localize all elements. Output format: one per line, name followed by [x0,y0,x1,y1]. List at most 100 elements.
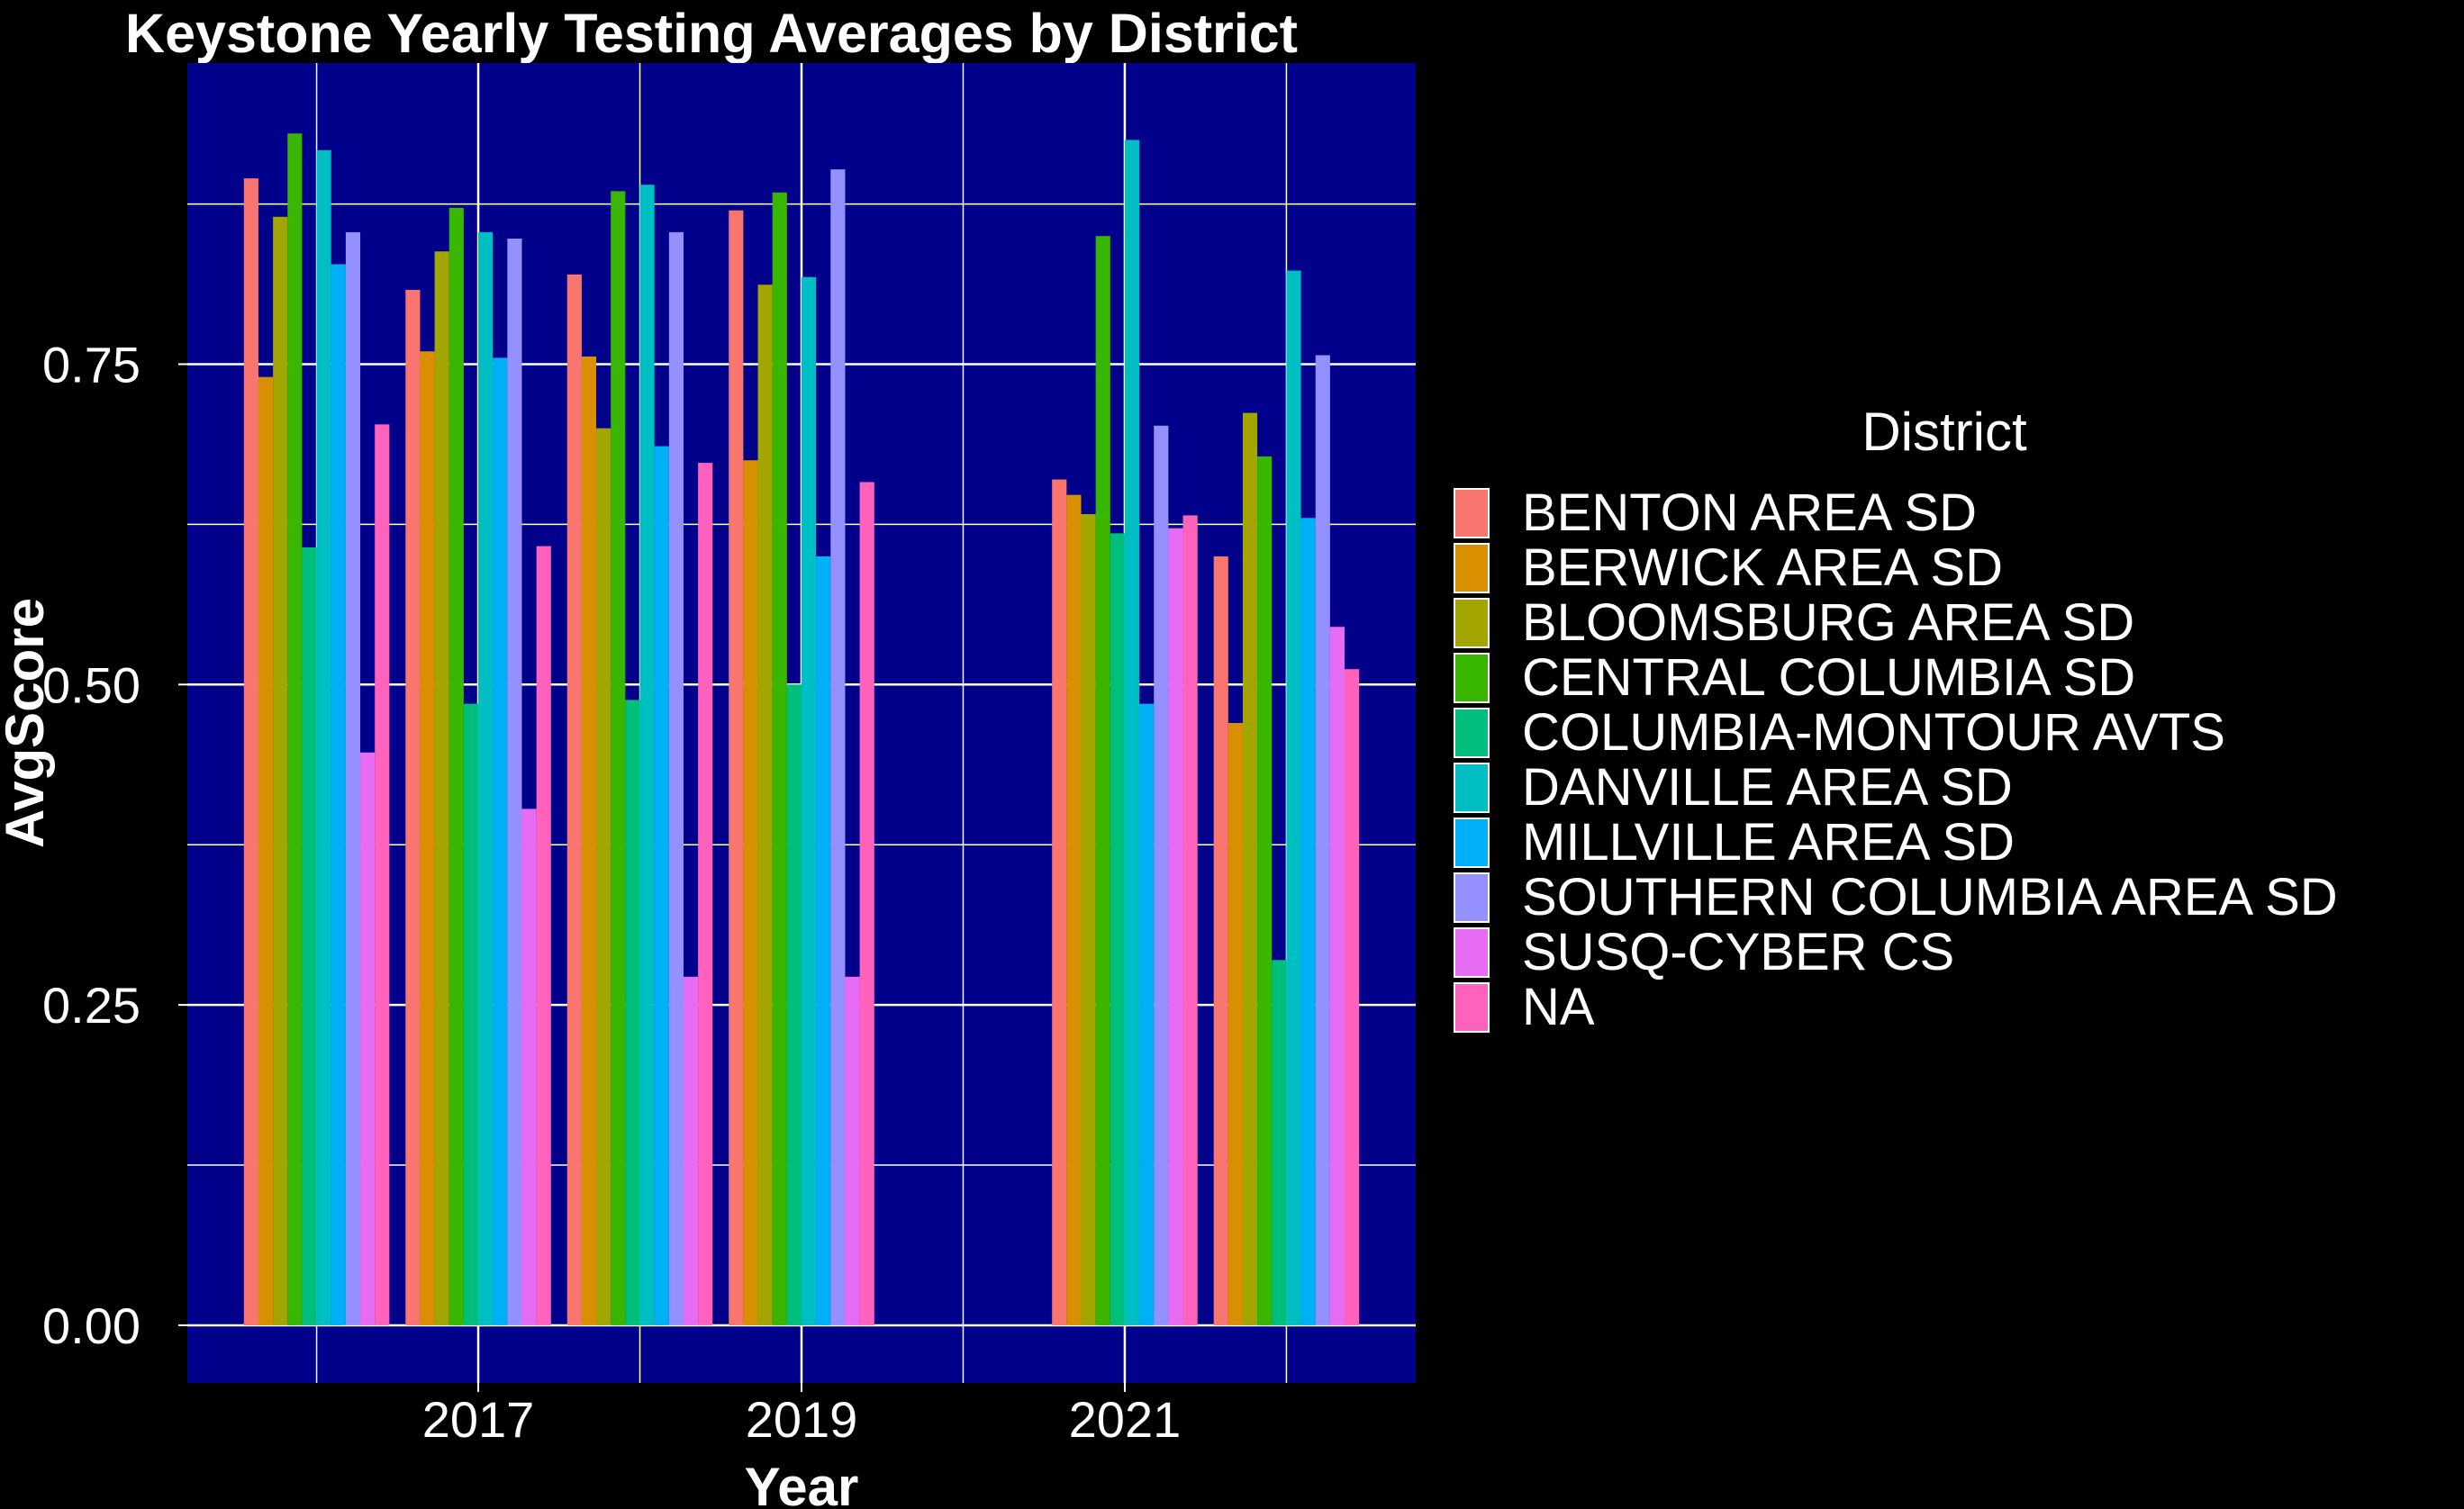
bar-millville-area-sd-2022 [1300,518,1316,1325]
bar-columbia-montour-avts-2017 [463,703,479,1325]
legend: District BENTON AREA SD BERWICK AREA SD BL… [1454,401,2435,1035]
bar-columbia-montour-avts-2019 [786,684,802,1325]
legend-label: CENTRAL COLUMBIA SD [1522,648,2136,707]
bar-columbia-montour-avts-2018 [625,700,640,1325]
bar-columbia-montour-avts-2016 [302,547,317,1325]
bar-benton-area-sd-2022 [1213,556,1228,1325]
legend-item: CENTRAL COLUMBIA SD [1454,650,2435,705]
legend-label: BENTON AREA SD [1522,483,1977,542]
x-tick-label: 2021 [1069,1391,1182,1448]
bar-bloomsburg-area-sd-2017 [434,251,449,1325]
legend-label: BERWICK AREA SD [1522,538,2003,597]
legend-item: BLOOMSBURG AREA SD [1454,595,2435,650]
bar-central-columbia-sd-2017 [448,207,464,1325]
legend-key-swatch [1454,707,1490,758]
bar-millville-area-sd-2018 [654,446,669,1325]
bar-benton-area-sd-2016 [243,178,258,1325]
legend-label: SOUTHERN COLUMBIA AREA SD [1522,868,2338,926]
bar-southern-columbia-area-sd-2019 [830,169,846,1325]
bar-berwick-area-sd-2016 [258,376,274,1325]
legend-item: BENTON AREA SD [1454,485,2435,540]
bar-danville-area-sd-2019 [802,276,817,1325]
legend-item: BERWICK AREA SD [1454,540,2435,595]
legend-item: MILLVILLE AREA SD [1454,815,2435,870]
bar-susq-cyber-cs-2016 [360,752,376,1325]
bar-southern-columbia-area-sd-2016 [345,231,361,1325]
bar-na-2021 [1182,515,1198,1325]
bar-columbia-montour-avts-2022 [1272,960,1287,1325]
legend-item: NA [1454,980,2435,1035]
bar-susq-cyber-cs-2021 [1168,528,1183,1325]
y-axis-title: AvgScore [0,598,55,848]
x-tick-label: 2017 [422,1391,535,1448]
bar-bloomsburg-area-sd-2022 [1242,412,1258,1325]
y-tick-label: 0.75 [42,336,140,393]
bar-na-2016 [375,424,390,1325]
legend-item: COLUMBIA-MONTOUR AVTS [1454,705,2435,760]
bar-berwick-area-sd-2019 [743,460,758,1325]
bar-berwick-area-sd-2021 [1066,494,1082,1325]
legend-key-swatch [1454,542,1490,593]
y-tick-label: 0.50 [42,656,140,713]
bar-berwick-area-sd-2018 [581,356,597,1325]
bar-bloomsburg-area-sd-2021 [1081,514,1096,1325]
legend-key-swatch [1454,597,1490,648]
chart-title: Keystone Yearly Testing Averages by Dist… [125,3,1298,64]
legend-item: SUSQ-CYBER CS [1454,925,2435,980]
bar-millville-area-sd-2019 [816,556,831,1325]
legend-key-swatch [1454,981,1490,1033]
bar-na-2017 [536,546,551,1325]
legend-key-swatch [1454,652,1490,703]
y-tick-label: 0.25 [42,977,140,1034]
bar-susq-cyber-cs-2019 [845,976,860,1325]
bar-na-2019 [859,482,874,1325]
bar-central-columbia-sd-2019 [772,192,787,1325]
legend-label: MILLVILLE AREA SD [1522,813,2015,872]
bar-columbia-montour-avts-2021 [1110,533,1125,1325]
bar-southern-columbia-area-sd-2022 [1315,355,1330,1325]
legend-label: NA [1522,978,1595,1036]
legend-item: DANVILLE AREA SD [1454,760,2435,815]
bar-bloomsburg-area-sd-2016 [273,216,288,1325]
legend-key-swatch [1454,872,1490,923]
bar-bloomsburg-area-sd-2018 [596,428,611,1325]
legend-key-swatch [1454,926,1490,978]
legend-key-swatch [1454,487,1490,538]
bar-bloomsburg-area-sd-2019 [757,285,773,1325]
bar-central-columbia-sd-2016 [287,133,303,1325]
bar-millville-area-sd-2016 [331,264,346,1325]
bar-benton-area-sd-2019 [729,210,744,1325]
y-tick-label: 0.00 [42,1297,140,1354]
x-axis: 2017 2019 2021 [422,1383,1181,1448]
legend-item: SOUTHERN COLUMBIA AREA SD [1454,870,2435,925]
legend-items: BENTON AREA SD BERWICK AREA SD BLOOMSBURG … [1454,485,2435,1035]
bar-millville-area-sd-2017 [493,357,508,1325]
bar-danville-area-sd-2022 [1286,270,1301,1325]
bar-na-2018 [698,463,713,1325]
x-axis-title: Year [745,1457,859,1509]
bar-millville-area-sd-2021 [1139,703,1155,1325]
bar-southern-columbia-area-sd-2018 [668,231,684,1325]
bar-benton-area-sd-2018 [566,274,582,1325]
x-tick-label: 2019 [746,1391,858,1448]
bar-danville-area-sd-2016 [316,149,331,1325]
bar-susq-cyber-cs-2018 [683,976,699,1325]
bar-southern-columbia-area-sd-2017 [507,238,522,1325]
bar-susq-cyber-cs-2022 [1329,627,1345,1325]
bar-danville-area-sd-2021 [1124,140,1140,1325]
legend-title: District [1862,402,2027,462]
legend-label: DANVILLE AREA SD [1522,758,2013,817]
bar-central-columbia-sd-2021 [1095,236,1110,1325]
bar-berwick-area-sd-2017 [420,351,435,1325]
bar-southern-columbia-area-sd-2021 [1154,425,1169,1325]
legend-label: COLUMBIA-MONTOUR AVTS [1522,703,2225,762]
bar-marks [243,133,1360,1325]
bar-danville-area-sd-2017 [478,231,494,1325]
bar-central-columbia-sd-2018 [611,191,626,1325]
bar-danville-area-sd-2018 [639,185,655,1325]
bar-benton-area-sd-2021 [1052,479,1067,1325]
legend-key-swatch [1454,762,1490,813]
legend-label: SUSQ-CYBER CS [1522,923,1955,981]
bar-central-columbia-sd-2022 [1257,456,1273,1325]
